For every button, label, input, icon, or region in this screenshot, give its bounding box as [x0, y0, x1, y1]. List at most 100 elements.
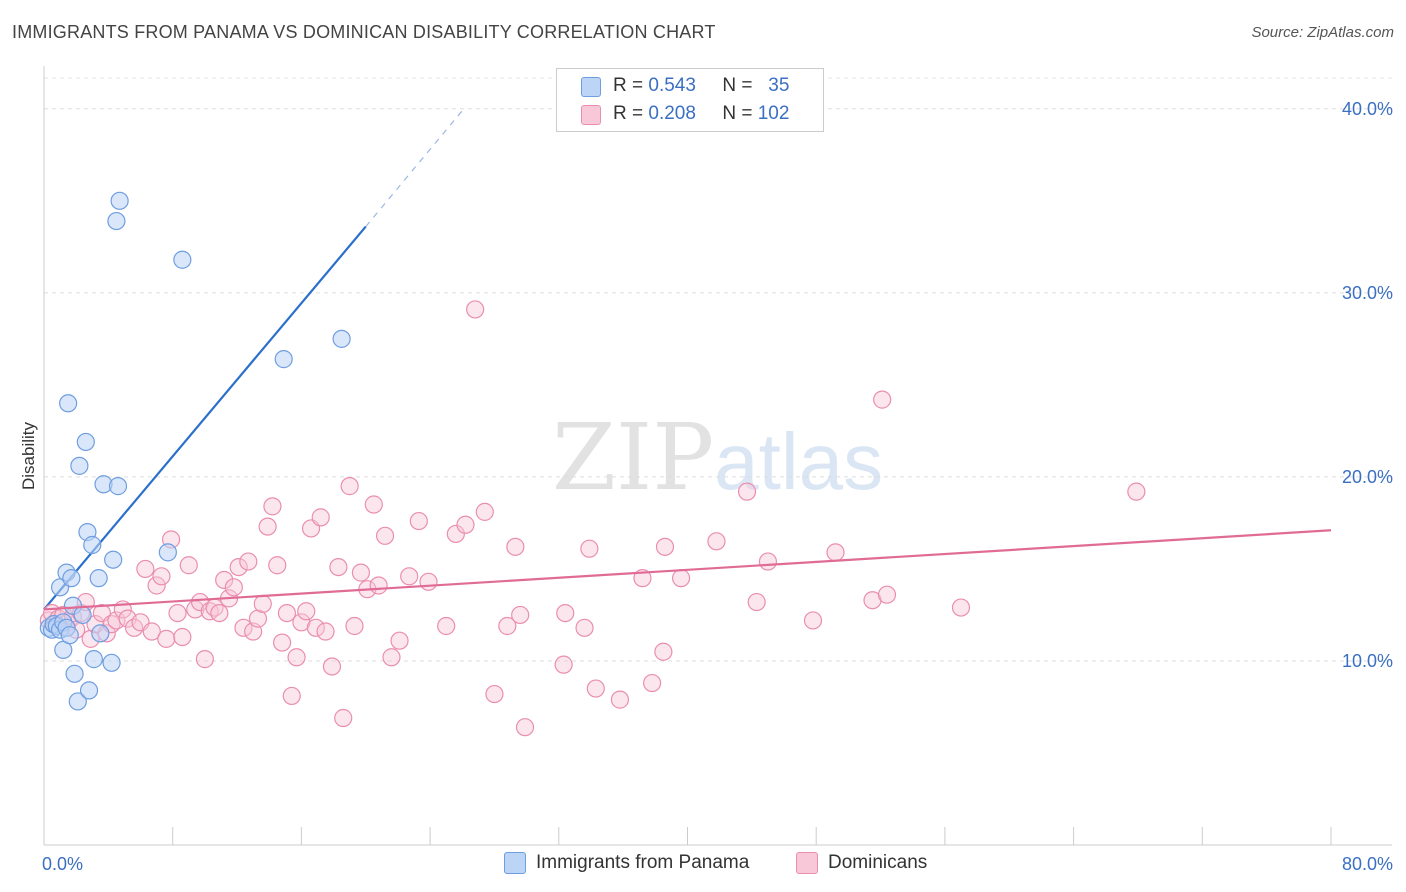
dominican-point	[142, 622, 161, 641]
y-tick-label: 10.0%	[1342, 651, 1393, 671]
dominican-point	[168, 603, 187, 623]
panama-point	[110, 191, 129, 210]
watermark-atlas: atlas	[714, 417, 884, 506]
dominican-point	[147, 576, 166, 595]
dominican-point	[803, 611, 823, 630]
dominican-point	[210, 603, 229, 623]
panama-swatch	[581, 77, 601, 97]
dominican-point	[515, 718, 535, 737]
dominican-point	[437, 616, 456, 636]
dominican-trend	[43, 529, 1332, 611]
dominican-point	[671, 569, 691, 588]
dominican-point	[224, 578, 243, 597]
dominican-point	[258, 517, 277, 536]
dominican-point	[272, 633, 292, 652]
dominican-point	[306, 618, 325, 637]
legend-r-label: R =	[613, 103, 644, 124]
dominican-point	[400, 567, 419, 586]
panama-points	[39, 191, 351, 711]
dominican-point	[282, 686, 301, 706]
tick-labels: 10.0% 20.0% 30.0% 40.0% 0.0% 80.0%	[42, 99, 1393, 874]
dominican-point	[277, 603, 297, 623]
dominican-point	[107, 611, 126, 630]
correlation-legend: R = 0.543 N = 35 R = 0.208 N = 102	[556, 68, 824, 132]
dominican-point	[287, 648, 306, 667]
dominican-point	[268, 556, 287, 575]
dominican-point	[586, 679, 605, 698]
y-tick-label: 40.0%	[1342, 99, 1393, 119]
dominican-point	[610, 690, 630, 709]
legend-label-dominican: Dominicans	[828, 852, 928, 874]
dominican-point	[419, 572, 438, 591]
dominican-point	[580, 539, 599, 558]
legend-n-value: 35	[768, 75, 790, 96]
dominican-point	[263, 497, 282, 516]
dominican-point	[485, 684, 504, 704]
dominican-point	[311, 508, 330, 527]
dominican-point	[758, 552, 778, 571]
dominican-point	[229, 557, 248, 577]
dominican-point	[554, 655, 573, 674]
panama-point	[89, 569, 108, 588]
y-axis-label: Disability	[19, 421, 38, 490]
dominican-point	[475, 502, 494, 521]
dominican-point	[248, 609, 268, 628]
dominican-point	[737, 482, 757, 501]
dominican-point	[334, 708, 353, 728]
panama-point	[102, 653, 121, 672]
dominican-point	[456, 515, 475, 534]
trend-line-dominican	[43, 529, 1332, 611]
panama-trend-dashed	[365, 110, 463, 227]
dominican-point	[654, 642, 673, 661]
dominican-point	[152, 567, 171, 586]
legend-item-dominican: Dominicans	[796, 852, 927, 874]
dominican-point	[655, 537, 675, 556]
legend-r-value: 0.208	[648, 103, 696, 124]
dominican-point	[157, 629, 176, 648]
dominican-point	[556, 603, 575, 623]
y-tick-label: 30.0%	[1342, 283, 1393, 303]
dominican-point	[498, 616, 517, 636]
x-tick-label: 80.0%	[1342, 854, 1393, 874]
dominican-point	[179, 556, 198, 575]
dominican-swatch	[581, 105, 601, 125]
dominican-point	[195, 650, 214, 669]
dominican-point	[369, 576, 388, 595]
dominican-point	[173, 627, 192, 647]
dominican-point	[239, 552, 258, 571]
watermark: ZIPatlas	[552, 404, 883, 511]
chart-title: IMMIGRANTS FROM PANAMA VS DOMINICAN DISA…	[12, 22, 716, 42]
legend-label-panama: Immigrants from Panama	[536, 852, 750, 874]
panama-point	[62, 569, 81, 588]
panama-point	[274, 350, 293, 369]
legend-n-label: N =	[722, 75, 753, 96]
panama-point	[83, 535, 102, 555]
dominican-point	[951, 598, 971, 617]
dominican-point	[747, 592, 766, 612]
panama-point	[84, 650, 103, 669]
panama-point	[173, 250, 192, 269]
dominican-legend-swatch	[796, 852, 818, 874]
dominican-point	[826, 543, 845, 562]
legend-r-label: R =	[613, 75, 644, 96]
panama-point	[70, 456, 89, 475]
legend-r-value: 0.543	[648, 75, 696, 96]
dominican-point	[215, 570, 234, 590]
dominican-point	[136, 559, 155, 579]
dominican-point	[1127, 482, 1146, 501]
panama-point	[332, 329, 351, 348]
dominican-point	[316, 622, 335, 641]
dominican-point	[375, 526, 395, 545]
panama-legend-swatch	[504, 852, 526, 874]
legend-n-value: 102	[757, 103, 790, 124]
panama-point	[68, 692, 87, 711]
dominican-point	[466, 300, 485, 319]
panama-point	[76, 432, 95, 452]
dominican-point	[253, 594, 272, 613]
dominican-point	[234, 618, 253, 637]
panama-point	[107, 211, 126, 231]
panama-point	[73, 605, 92, 625]
dominican-point	[351, 563, 371, 582]
panama-point	[104, 550, 123, 569]
